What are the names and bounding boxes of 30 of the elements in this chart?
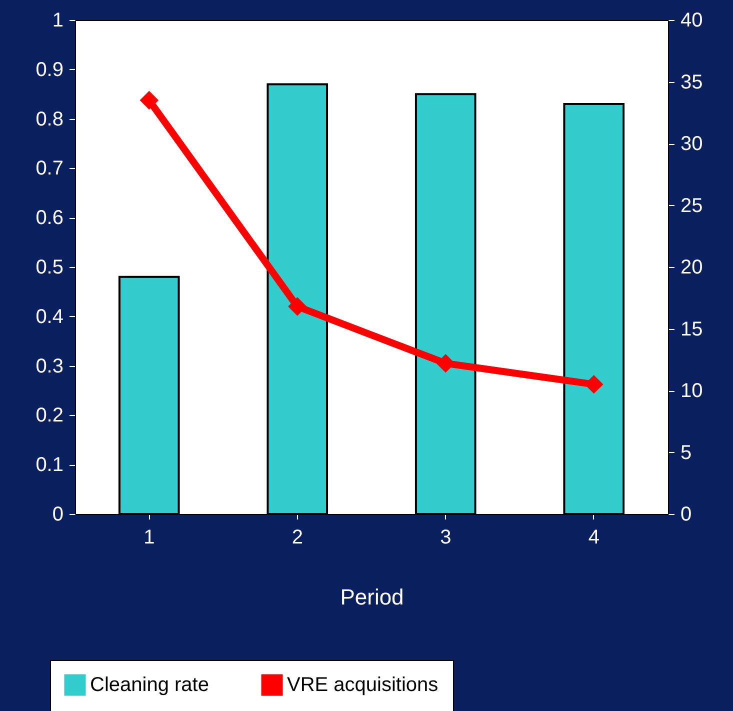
y-tick-label: 0.1 <box>36 454 64 476</box>
y2-tick-label: 25 <box>680 194 703 217</box>
y2-tick-label: 15 <box>680 318 703 340</box>
y-tick-label: 0.2 <box>36 404 64 427</box>
y2-tick-label: 10 <box>680 380 703 402</box>
y-tick-label: 0.7 <box>36 158 64 180</box>
y2-tick-label: 30 <box>680 133 703 155</box>
y2-tick-label: 40 <box>680 10 703 32</box>
x-tick-label: 1 <box>144 526 155 548</box>
y-tick-label: 0.4 <box>36 306 64 328</box>
point <box>584 374 604 394</box>
y-tick-label: 0 <box>52 504 64 526</box>
legend-label: Cleaning rate <box>90 674 209 696</box>
y2-tick-label: 20 <box>680 256 703 278</box>
y-tick-label: 0.3 <box>36 355 64 378</box>
y2-tick-label: 0 <box>680 504 692 526</box>
x-tick-label: 4 <box>588 526 600 548</box>
point <box>140 90 158 110</box>
y2-tick-label: 35 <box>680 71 703 94</box>
y-tick-label: 0.6 <box>36 207 64 230</box>
y-tick-label: 1 <box>52 10 64 32</box>
x-tick-label: 2 <box>292 526 303 548</box>
point <box>288 297 307 316</box>
legend-label: VRE acquisitions <box>287 674 438 696</box>
y-tick-label: 0.8 <box>36 108 64 130</box>
y2-tick-label: 5 <box>680 442 692 464</box>
x-axis-title: Period <box>340 584 404 610</box>
x-tick-label: 3 <box>440 526 452 548</box>
y-tick-label: 0.5 <box>36 256 64 278</box>
y-tick-label: 0.9 <box>36 58 64 81</box>
